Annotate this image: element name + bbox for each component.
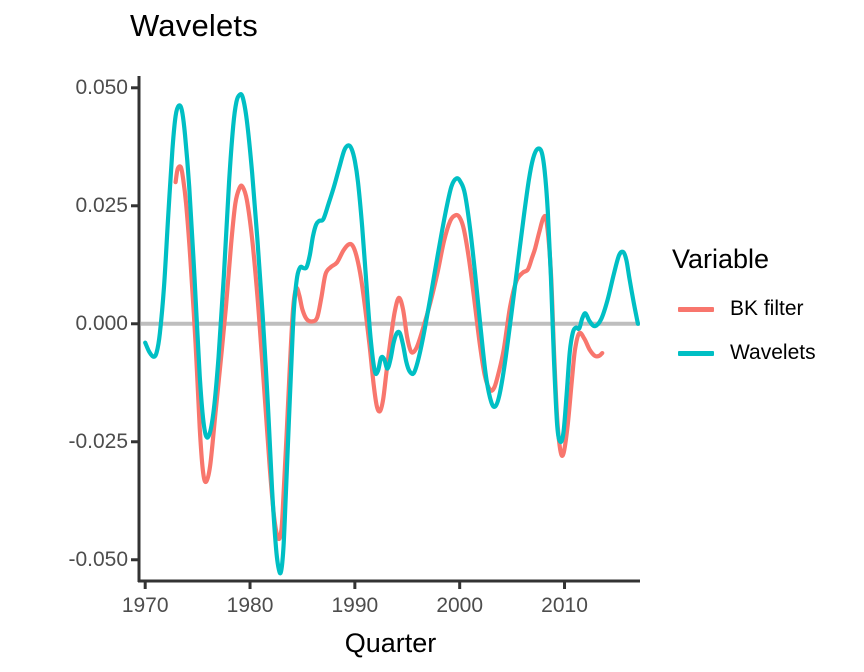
x-tick-label: 1990 — [331, 594, 379, 617]
legend-label: BK filter — [730, 297, 804, 320]
x-axis-tick-marks — [143, 581, 567, 589]
x-tick-label: 2010 — [541, 594, 588, 617]
y-tick-label: 0.025 — [75, 193, 128, 217]
line-swatch-icon — [678, 306, 714, 312]
series-line-wavelets — [143, 92, 640, 576]
y-tick-label: -0.050 — [68, 547, 128, 571]
plot-panel — [141, 92, 640, 576]
y-tick-label: 0.000 — [75, 311, 128, 335]
x-tick-label: 1980 — [226, 594, 274, 617]
x-tick-label: 2000 — [436, 594, 484, 617]
y-tick-label: -0.025 — [68, 429, 128, 453]
axis-lines — [137, 76, 640, 583]
legend-title: Variable — [672, 244, 770, 274]
series-line-bk-filter — [173, 164, 605, 542]
legend-label: Wavelets — [730, 341, 816, 364]
legend: Variable BK filter Wavelets — [672, 246, 864, 375]
y-axis-tick-labels: 0.050 0.025 0.000 -0.025 -0.050 — [0, 0, 128, 672]
y-axis-tick-marks — [131, 86, 139, 562]
legend-item-bk-filter[interactable]: BK filter — [672, 287, 864, 331]
legend-key-bk-filter — [672, 287, 720, 331]
legend-item-wavelets[interactable]: Wavelets — [672, 331, 864, 375]
x-tick-label: 1970 — [121, 594, 169, 617]
x-axis-title: Quarter — [344, 628, 437, 658]
legend-key-wavelets — [672, 331, 720, 375]
y-tick-label: 0.050 — [75, 75, 128, 99]
line-swatch-icon — [678, 350, 714, 356]
page-title: Wavelets — [130, 8, 258, 43]
